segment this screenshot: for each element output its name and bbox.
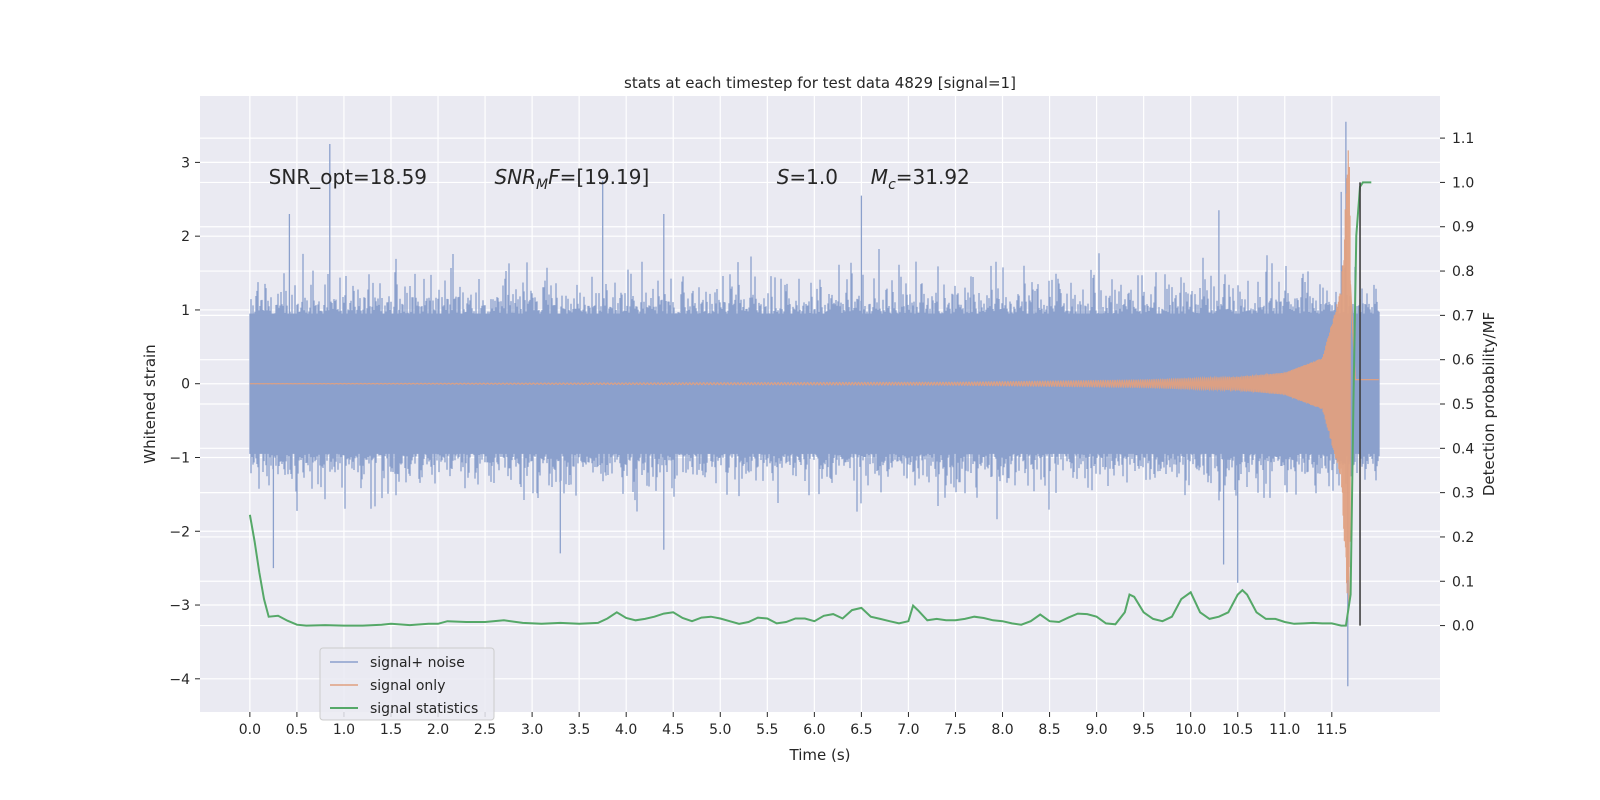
legend-label-noise: signal+ noise — [370, 655, 465, 671]
x-tick-label-5: 2.5 — [474, 722, 496, 738]
y-axis-ticks: −4 −3 −2 −1 0 1 2 3 — [169, 155, 200, 688]
y2-tick-label-3: 0.3 — [1452, 486, 1474, 502]
y-tick-label-0: −4 — [169, 672, 190, 688]
y2-tick-label-9: 0.9 — [1452, 220, 1474, 236]
x-tick-label-7: 3.5 — [568, 722, 590, 738]
x-tick-label-20: 10.0 — [1175, 722, 1206, 738]
x-tick-label-0: 0.0 — [239, 722, 261, 738]
annotation-3: Mc=31.92 — [871, 165, 970, 193]
x-tick-label-12: 6.0 — [803, 722, 825, 738]
x-tick-label-13: 6.5 — [850, 722, 872, 738]
y-tick-label-5: 1 — [181, 303, 190, 319]
y2-tick-label-5: 0.5 — [1452, 397, 1474, 413]
legend-label-stats: signal statistics — [370, 701, 478, 717]
x-tick-label-8: 4.0 — [615, 722, 637, 738]
x-axis-ticks: 0.0 0.5 1.0 1.5 2.0 2.5 3.0 3.5 4.0 4.5 5.0 5.5 6.0 6… — [239, 712, 1347, 738]
x-tick-label-6: 3.0 — [521, 722, 543, 738]
legend-box — [319, 647, 495, 721]
chart-title: stats at each timestep for test data 482… — [624, 74, 1016, 92]
y2-tick-label-11: 1.1 — [1452, 131, 1474, 147]
y2-axis-label: Detection probability/MF — [1480, 312, 1498, 496]
stats-trace — [248, 181, 1372, 627]
y-tick-label-7: 3 — [181, 155, 190, 171]
x-tick-label-4: 2.0 — [427, 722, 449, 738]
y-tick-label-2: −2 — [169, 524, 190, 540]
annotations: SNR_opt=18.59 SNRMF=[19.19] S=1.0 Mc=31.92 — [269, 165, 970, 193]
signal-trace — [249, 150, 1379, 608]
y-axis-label: Whitened strain — [141, 344, 159, 463]
y2-tick-label-0: 0.0 — [1452, 619, 1474, 635]
x-tick-label-18: 9.0 — [1085, 722, 1107, 738]
x-tick-label-10: 5.0 — [709, 722, 731, 738]
y-tick-label-6: 2 — [181, 229, 190, 245]
x-tick-label-23: 11.5 — [1316, 722, 1347, 738]
x-tick-label-17: 8.5 — [1038, 722, 1060, 738]
signal-statistics-series — [248, 181, 1372, 627]
y2-tick-label-6: 0.6 — [1452, 353, 1474, 369]
x-tick-label-3: 1.5 — [380, 722, 402, 738]
y2-axis-ticks: 0.0 0.1 0.2 0.3 0.4 0.5 0.6 0.7 0.8 0.9 1.0 1.1 — [1440, 131, 1474, 635]
annotation-1: SNRMF=[19.19] — [494, 165, 649, 193]
legend-label-signal: signal only — [370, 678, 445, 694]
y2-tick-label-2: 0.2 — [1452, 530, 1474, 546]
x-tick-label-22: 11.0 — [1269, 722, 1300, 738]
x-axis-label: Time (s) — [789, 746, 851, 764]
legend: signal+ noise signal only signal statist… — [319, 647, 495, 721]
x-tick-label-15: 7.5 — [944, 722, 966, 738]
y2-tick-label-10: 1.0 — [1452, 175, 1474, 191]
x-tick-label-2: 1.0 — [333, 722, 355, 738]
x-tick-label-1: 0.5 — [286, 722, 308, 738]
y2-tick-label-8: 0.8 — [1452, 264, 1474, 280]
x-tick-label-14: 7.0 — [897, 722, 919, 738]
x-tick-label-9: 4.5 — [662, 722, 684, 738]
annotation-2: S=1.0 — [777, 165, 838, 189]
y-tick-label-4: 0 — [181, 377, 190, 393]
x-tick-label-19: 9.5 — [1133, 722, 1155, 738]
y2-tick-label-1: 0.1 — [1452, 574, 1474, 590]
x-tick-label-21: 10.5 — [1222, 722, 1253, 738]
y-tick-label-1: −3 — [169, 598, 190, 614]
y2-tick-label-4: 0.4 — [1452, 441, 1474, 457]
x-tick-label-11: 5.5 — [756, 722, 778, 738]
annotation-0: SNR_opt=18.59 — [269, 165, 427, 189]
y2-tick-label-7: 0.7 — [1452, 308, 1474, 324]
signal-only-series — [249, 150, 1379, 608]
y-tick-label-3: −1 — [169, 450, 190, 466]
x-tick-label-16: 8.0 — [991, 722, 1013, 738]
